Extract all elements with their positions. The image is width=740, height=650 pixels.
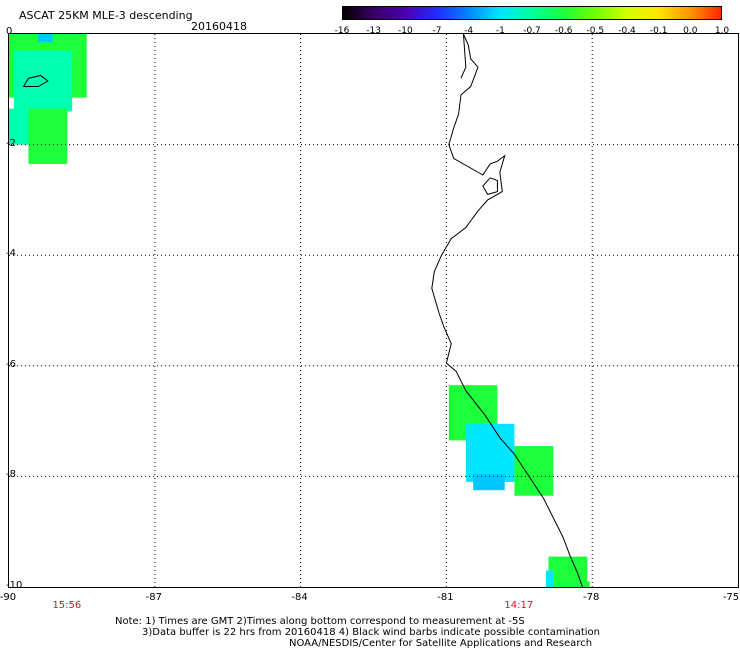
map-date: 20160418 xyxy=(191,20,247,33)
color-scale-label: 1.0 xyxy=(714,26,730,36)
wind-data-cell xyxy=(546,570,554,587)
color-scale-label: -0.5 xyxy=(586,26,605,36)
color-scale-label: -0.1 xyxy=(649,26,668,36)
note-line-1: Note: 1) Times are GMT 2)Times along bot… xyxy=(115,616,525,627)
latitude-label: -2 xyxy=(6,137,16,149)
footer-notes: Note: 1) Times are GMT 2)Times along bot… xyxy=(115,616,600,649)
color-scale-label: -4 xyxy=(464,26,474,36)
color-scale-bar xyxy=(342,6,722,20)
longitude-label: -81 xyxy=(437,592,454,603)
color-scale-label: -13 xyxy=(366,26,382,36)
swath-time-label: 14:17 xyxy=(504,600,534,611)
map-panel xyxy=(8,33,739,588)
longitude-label: -90 xyxy=(0,592,17,603)
wind-data-cell xyxy=(465,423,515,482)
credit-line: NOAA/NESDIS/Center for Satellite Applica… xyxy=(289,638,593,649)
wind-data-cell xyxy=(582,581,590,587)
wind-data-cell xyxy=(553,567,588,587)
coastline-north xyxy=(460,33,467,79)
longitude-label: -75 xyxy=(722,592,740,603)
map-canvas xyxy=(9,33,738,588)
island-outline xyxy=(22,74,49,88)
note-line-2: 3)Data buffer is 22 hrs from 20160418 4)… xyxy=(142,627,600,638)
color-scale-label: -1 xyxy=(495,26,505,36)
color-scale-label: -0.6 xyxy=(554,26,573,36)
latitude-label: 0 xyxy=(6,26,13,37)
color-scale-label: 0.0 xyxy=(683,26,698,36)
wind-data-cell xyxy=(38,34,53,43)
longitude-label: -87 xyxy=(145,592,162,603)
color-scale-label: -0.7 xyxy=(523,26,541,36)
island-outline xyxy=(482,177,498,195)
color-scale-label: -10 xyxy=(397,26,413,36)
coastline xyxy=(431,33,583,588)
latitude-label: -4 xyxy=(6,248,16,260)
wind-data-cell xyxy=(13,50,73,112)
wind-data-cell xyxy=(473,473,505,491)
latitude-label: -6 xyxy=(6,358,16,370)
swath-time-label: 15:56 xyxy=(52,600,82,611)
latitude-label: -10 xyxy=(6,580,23,591)
latitude-label: -8 xyxy=(6,469,16,481)
color-scale-label: -16 xyxy=(334,26,350,36)
map-title: ASCAT 25KM MLE-3 descending xyxy=(19,9,193,22)
wind-data-cell xyxy=(28,108,68,164)
wind-data-cell xyxy=(548,556,588,571)
longitude-label: -78 xyxy=(583,592,600,603)
color-scale-label: -0.4 xyxy=(618,26,636,36)
color-scale-label: -7 xyxy=(432,26,442,36)
wind-data-cell xyxy=(514,445,554,496)
longitude-label: -84 xyxy=(291,592,308,603)
